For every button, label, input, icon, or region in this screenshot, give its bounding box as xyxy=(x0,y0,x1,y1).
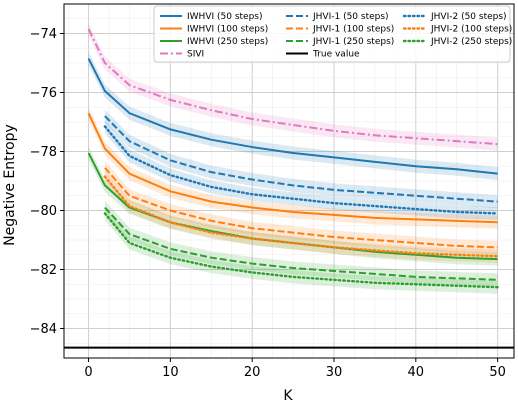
x-tick-label: 0 xyxy=(84,365,92,380)
x-tick-label: 10 xyxy=(162,365,179,380)
legend-label: IWHVI (250 steps) xyxy=(187,37,268,47)
x-axis-title: K xyxy=(283,388,293,404)
series-line-1 xyxy=(87,112,498,224)
y-tick-label: −76 xyxy=(30,86,57,101)
band-3 xyxy=(88,22,498,151)
legend-label: JHVI-2 (50 steps) xyxy=(430,12,507,22)
band-1 xyxy=(88,106,498,229)
band-5 xyxy=(104,161,498,254)
series-line-7 xyxy=(103,125,499,215)
series-line-4 xyxy=(104,115,498,203)
y-tick-label: −84 xyxy=(30,322,57,337)
series-line-5 xyxy=(104,167,498,249)
series-line-0 xyxy=(87,58,498,175)
series-line-8 xyxy=(103,175,499,258)
x-tick-label: 40 xyxy=(408,365,425,380)
x-tick-label: 20 xyxy=(244,365,261,380)
legend-label: True value xyxy=(312,50,360,60)
series-line-9 xyxy=(103,212,499,289)
series-line-3 xyxy=(87,28,498,146)
axis-ticks: 0 10 20 30 40 50 −84 −82 −80 −78 −76 −74 xyxy=(30,27,506,380)
y-tick-label: −78 xyxy=(30,145,57,160)
legend-box xyxy=(153,5,511,63)
legend-label: SIVI xyxy=(187,50,204,60)
plot-frame xyxy=(63,3,515,359)
legend-label: JHVI-1 (100 steps) xyxy=(312,25,394,35)
band-9 xyxy=(104,206,498,294)
y-tick-label: −74 xyxy=(30,27,57,42)
legend-label: JHVI-2 (250 steps) xyxy=(430,37,512,47)
series-line-6 xyxy=(104,206,498,281)
legend: IWHVI (50 steps) IWHVI (100 steps) IWHVI (… xyxy=(153,5,512,63)
legend-label: JHVI-1 (50 steps) xyxy=(312,12,389,22)
band-0 xyxy=(88,52,498,181)
y-tick-label: −80 xyxy=(30,204,57,219)
series-lines xyxy=(87,28,499,289)
x-tick-label: 50 xyxy=(489,365,506,380)
legend-label: JHVI-1 (250 steps) xyxy=(312,37,394,47)
legend-label: JHVI-2 (100 steps) xyxy=(430,25,512,35)
x-tick-label: 30 xyxy=(326,365,343,380)
y-axis-title: Negative Entropy xyxy=(2,124,18,246)
legend-label: IWHVI (50 steps) xyxy=(187,12,263,22)
legend-label: IWHVI (100 steps) xyxy=(187,25,268,35)
y-tick-label: −82 xyxy=(30,263,57,278)
